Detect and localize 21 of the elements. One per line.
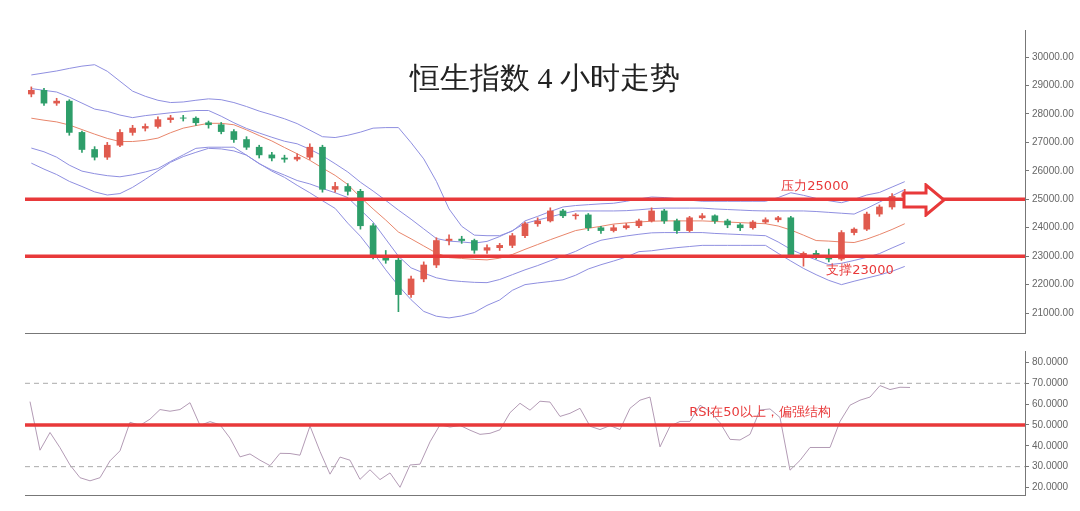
text: 恒生指数 4 小时走势 xyxy=(408,60,681,96)
ref-line-label: 支撑23000 xyxy=(826,262,894,278)
y-tick-label: 30.0000 xyxy=(1032,460,1069,472)
y-tick-label: 27000.00 xyxy=(1032,136,1075,148)
y-tick-label: 70.0000 xyxy=(1032,377,1069,389)
y-tick-label: 40.0000 xyxy=(1032,439,1069,451)
y-tick-label: 22000.00 xyxy=(1032,278,1075,290)
y-tick-label: 80.0000 xyxy=(1032,356,1069,368)
y-tick-label: 30000.00 xyxy=(1032,50,1075,62)
y-tick-label: 21000.00 xyxy=(1032,306,1075,318)
y-tick-label: 29000.00 xyxy=(1032,79,1075,91)
y-tick-label: 60.0000 xyxy=(1032,397,1069,409)
y-tick-label: 26000.00 xyxy=(1032,164,1075,176)
ref-line-label: RSI在50以上，偏强结构 xyxy=(689,403,831,419)
y-tick-label: 23000.00 xyxy=(1032,249,1075,261)
y-tick-label: 24000.00 xyxy=(1032,221,1075,233)
y-tick-label: 20.0000 xyxy=(1032,481,1069,493)
y-tick-label: 25000.00 xyxy=(1032,193,1075,205)
ref-line-label: 压力25000 xyxy=(781,178,849,194)
y-tick-label: 50.0000 xyxy=(1032,418,1069,430)
y-tick-label: 28000.00 xyxy=(1032,107,1075,119)
